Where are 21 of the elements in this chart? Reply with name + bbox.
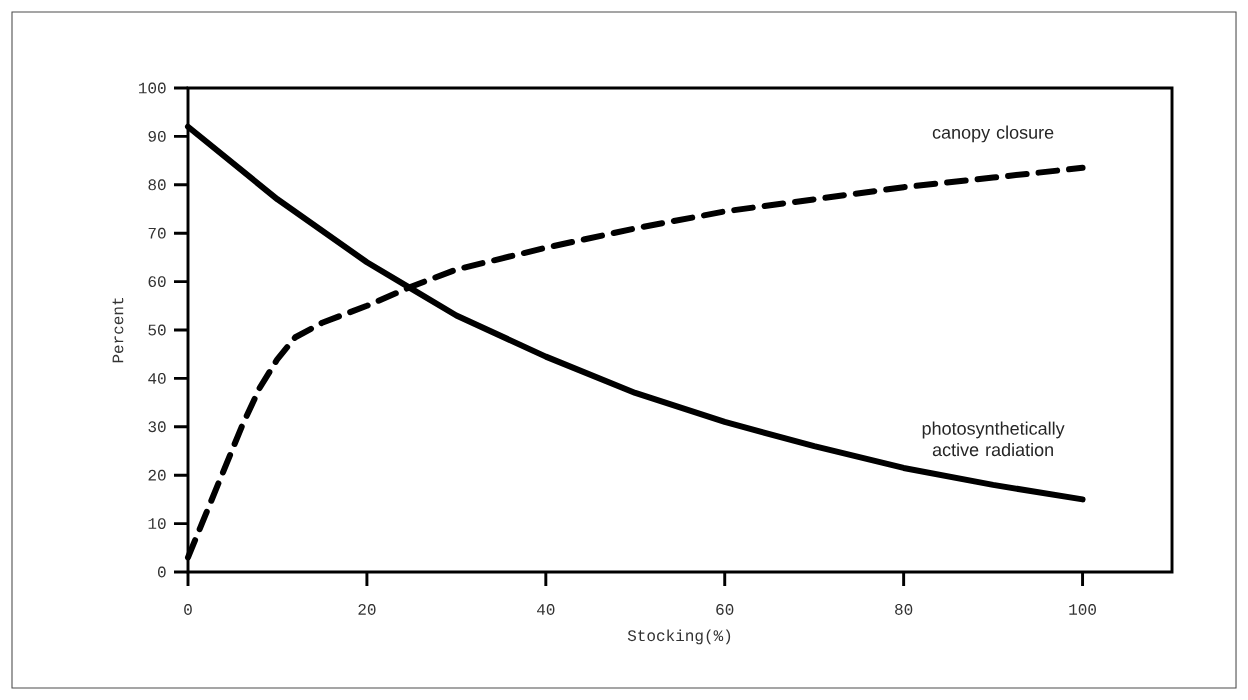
y-tick-label: 20 (148, 469, 166, 481)
y-tick-label: 30 (148, 421, 166, 433)
y-tick-label: 80 (148, 179, 166, 191)
y-tick-label: 0 (157, 566, 166, 578)
x-tick-label: 20 (358, 604, 376, 615)
y-tick-label: 90 (148, 130, 166, 142)
series-label: canopy closure (932, 125, 1054, 143)
x-tick-label: 60 (716, 604, 734, 615)
series-label: photosynthetically active radiation (922, 421, 1065, 457)
y-tick-label: 60 (148, 276, 166, 288)
x-axis-title: Stocking(%) (627, 629, 731, 645)
y-tick-label: 100 (138, 82, 166, 94)
x-tick-label: 40 (537, 604, 555, 615)
y-axis-title: Percent (112, 298, 124, 363)
y-tick-label: 10 (148, 518, 166, 530)
y-tick-label: 70 (148, 227, 166, 239)
y-tick-label: 40 (148, 372, 166, 384)
x-tick-label: 100 (1069, 604, 1096, 615)
y-tick-label: 50 (148, 324, 166, 336)
x-tick-label: 0 (184, 604, 192, 615)
x-tick-label: 80 (895, 604, 913, 615)
